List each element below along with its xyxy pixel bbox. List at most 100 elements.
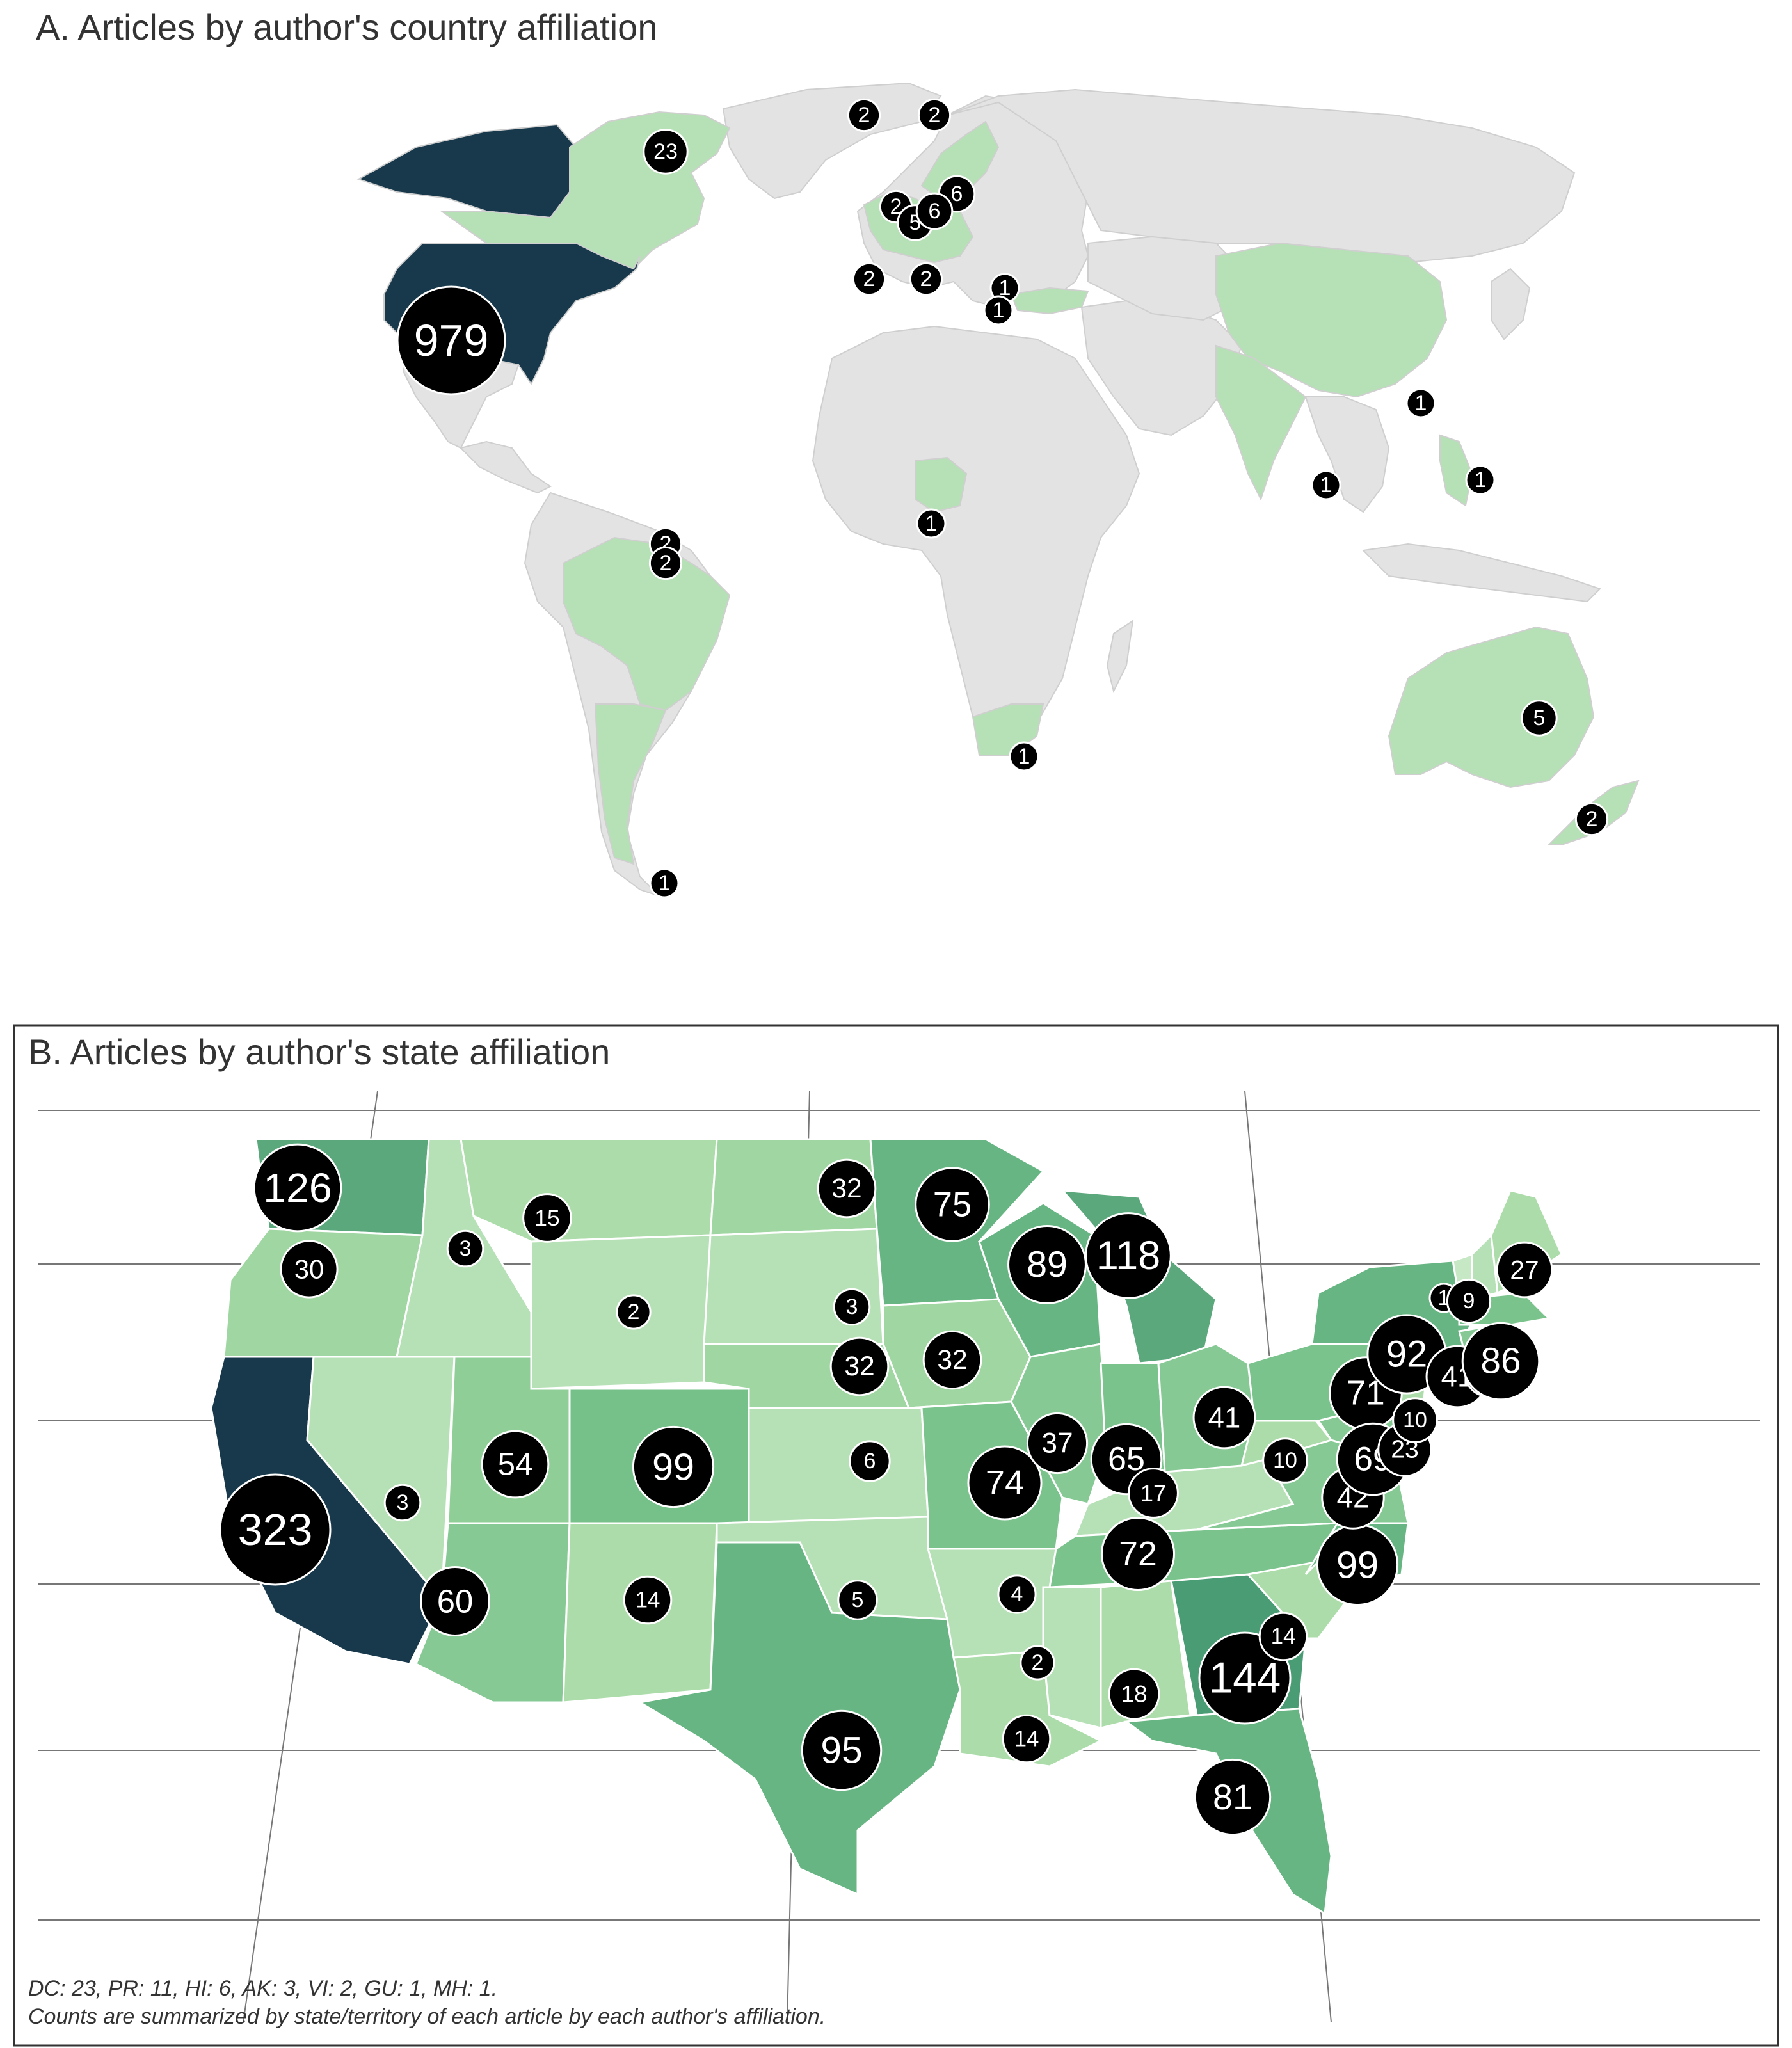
country-marker-bubble (1405, 388, 1436, 419)
panel-b: B. Articles by author's state affiliatio… (13, 1024, 1779, 2047)
state-marker-bubble (837, 1580, 878, 1620)
country-marker-bubble (649, 868, 680, 899)
state-marker-label: 14 (1271, 1624, 1296, 1649)
land-central-asia (1087, 236, 1243, 321)
state-marker-bubble (997, 1574, 1037, 1614)
state-marker-label: 92 (1386, 1334, 1428, 1375)
state-marker-bubble (967, 1445, 1043, 1521)
state-marker-bubble (922, 1330, 982, 1390)
state-marker-bubble (833, 1288, 871, 1326)
state-marker-label: 10 (1273, 1448, 1297, 1473)
state-marker-label: 41 (1208, 1402, 1241, 1434)
state-marker-bubble (915, 1167, 990, 1242)
state-marker-bubble (1392, 1397, 1438, 1443)
country-marker-bubble (847, 98, 881, 132)
country-marker-label: 2 (863, 267, 876, 291)
state-marker-bubble (219, 1473, 332, 1586)
state-marker-bubble (1128, 1468, 1179, 1519)
state-marker-bubble (1192, 1386, 1256, 1450)
state-marker-bubble (1108, 1668, 1160, 1720)
footnote-method: Counts are summarized by state/territory… (28, 2004, 826, 2029)
land-madagascar (1106, 619, 1134, 693)
land-japan (1491, 268, 1531, 340)
land-nigeria (915, 456, 968, 513)
state-marker-label: 10 (1403, 1408, 1427, 1432)
state-marker-bubble (1198, 1631, 1292, 1725)
country-marker-bubble (1465, 465, 1496, 495)
state-marker-label: 95 (820, 1730, 862, 1772)
country-marker-label: 1 (1475, 468, 1487, 492)
panel-a-title: A. Articles by author's country affiliat… (36, 7, 657, 47)
state-marker-bubble (1258, 1612, 1308, 1661)
state-marker-label: 75 (933, 1185, 972, 1224)
state-marker-bubble (632, 1425, 715, 1508)
state-marker-bubble (1496, 1241, 1553, 1299)
country-marker-label: 2 (858, 103, 870, 127)
state-marker-bubble (829, 1336, 890, 1396)
state-marker-label: 99 (652, 1446, 694, 1489)
country-marker-label: 2 (660, 551, 672, 575)
state-marker-bubble (280, 1240, 339, 1299)
state-marker-label: 30 (294, 1254, 324, 1284)
state-marker-label: 9 (1463, 1289, 1475, 1313)
land-central-america (460, 440, 552, 494)
country-marker-bubble (1311, 470, 1341, 500)
land-indonesia (1361, 543, 1601, 603)
state-marker-label: 3 (846, 1295, 858, 1319)
country-marker-label: 5 (1533, 706, 1546, 730)
state-marker-label: 74 (986, 1464, 1024, 1502)
state-marker-bubble (616, 1294, 652, 1330)
state-marker-bubble (1100, 1516, 1176, 1592)
state-marker-label: 126 (263, 1165, 332, 1211)
state-marker-label: 27 (1510, 1255, 1539, 1284)
country-marker-bubble (852, 262, 886, 296)
state-marker-bubble (1026, 1412, 1089, 1475)
state-marker-bubble (817, 1158, 877, 1219)
state-marker-label: 14 (636, 1588, 660, 1613)
state-marker-label: 37 (1041, 1428, 1073, 1459)
country-marker-bubble (916, 508, 947, 539)
state-marker-label: 6 (864, 1449, 876, 1473)
country-marker-label: 979 (414, 316, 489, 365)
state-marker-bubble (1194, 1758, 1272, 1836)
state-sd (703, 1228, 884, 1345)
state-marker-bubble (1446, 1278, 1492, 1324)
country-marker-bubble (915, 192, 954, 230)
state-marker-label: 17 (1140, 1480, 1167, 1507)
state-marker-bubble (623, 1575, 673, 1625)
land-australia (1388, 626, 1595, 788)
country-marker-label: 1 (1415, 391, 1427, 415)
country-marker-label: 2 (890, 195, 902, 219)
state-marker-bubble (1002, 1714, 1052, 1764)
country-marker-label: 6 (951, 182, 963, 206)
land-africa (812, 325, 1140, 756)
country-marker-label: 1 (1018, 744, 1030, 769)
world-map (356, 82, 1640, 897)
state-marker-label: 15 (534, 1205, 559, 1231)
state-marker-label: 144 (1209, 1654, 1281, 1702)
state-marker-label: 60 (437, 1583, 474, 1620)
country-marker-bubble (909, 262, 943, 296)
country-marker-label: 6 (929, 199, 941, 223)
land-india (1215, 344, 1307, 501)
state-marker-label: 65 (1108, 1441, 1145, 1478)
state-marker-label: 5 (852, 1588, 864, 1612)
country-marker-label: 1 (999, 276, 1011, 300)
state-marker-label: 118 (1096, 1233, 1160, 1278)
state-marker-bubble (1085, 1212, 1172, 1299)
state-marker-label: 323 (238, 1505, 313, 1555)
land-alaska (356, 124, 577, 219)
land-china (1215, 242, 1448, 398)
state-marker-label: 4 (1011, 1582, 1023, 1606)
state-marker-bubble (1007, 1225, 1087, 1304)
state-ks (748, 1407, 929, 1524)
country-marker-bubble (396, 285, 506, 396)
state-mt (460, 1138, 718, 1243)
state-marker-label: 89 (1027, 1244, 1068, 1285)
panel-a: A. Articles by author's country affiliat… (36, 7, 1640, 899)
country-marker-bubble (1574, 802, 1609, 836)
state-marker-bubble (1020, 1645, 1055, 1681)
state-marker-label: 72 (1119, 1535, 1157, 1573)
country-marker-label: 1 (1320, 473, 1332, 497)
